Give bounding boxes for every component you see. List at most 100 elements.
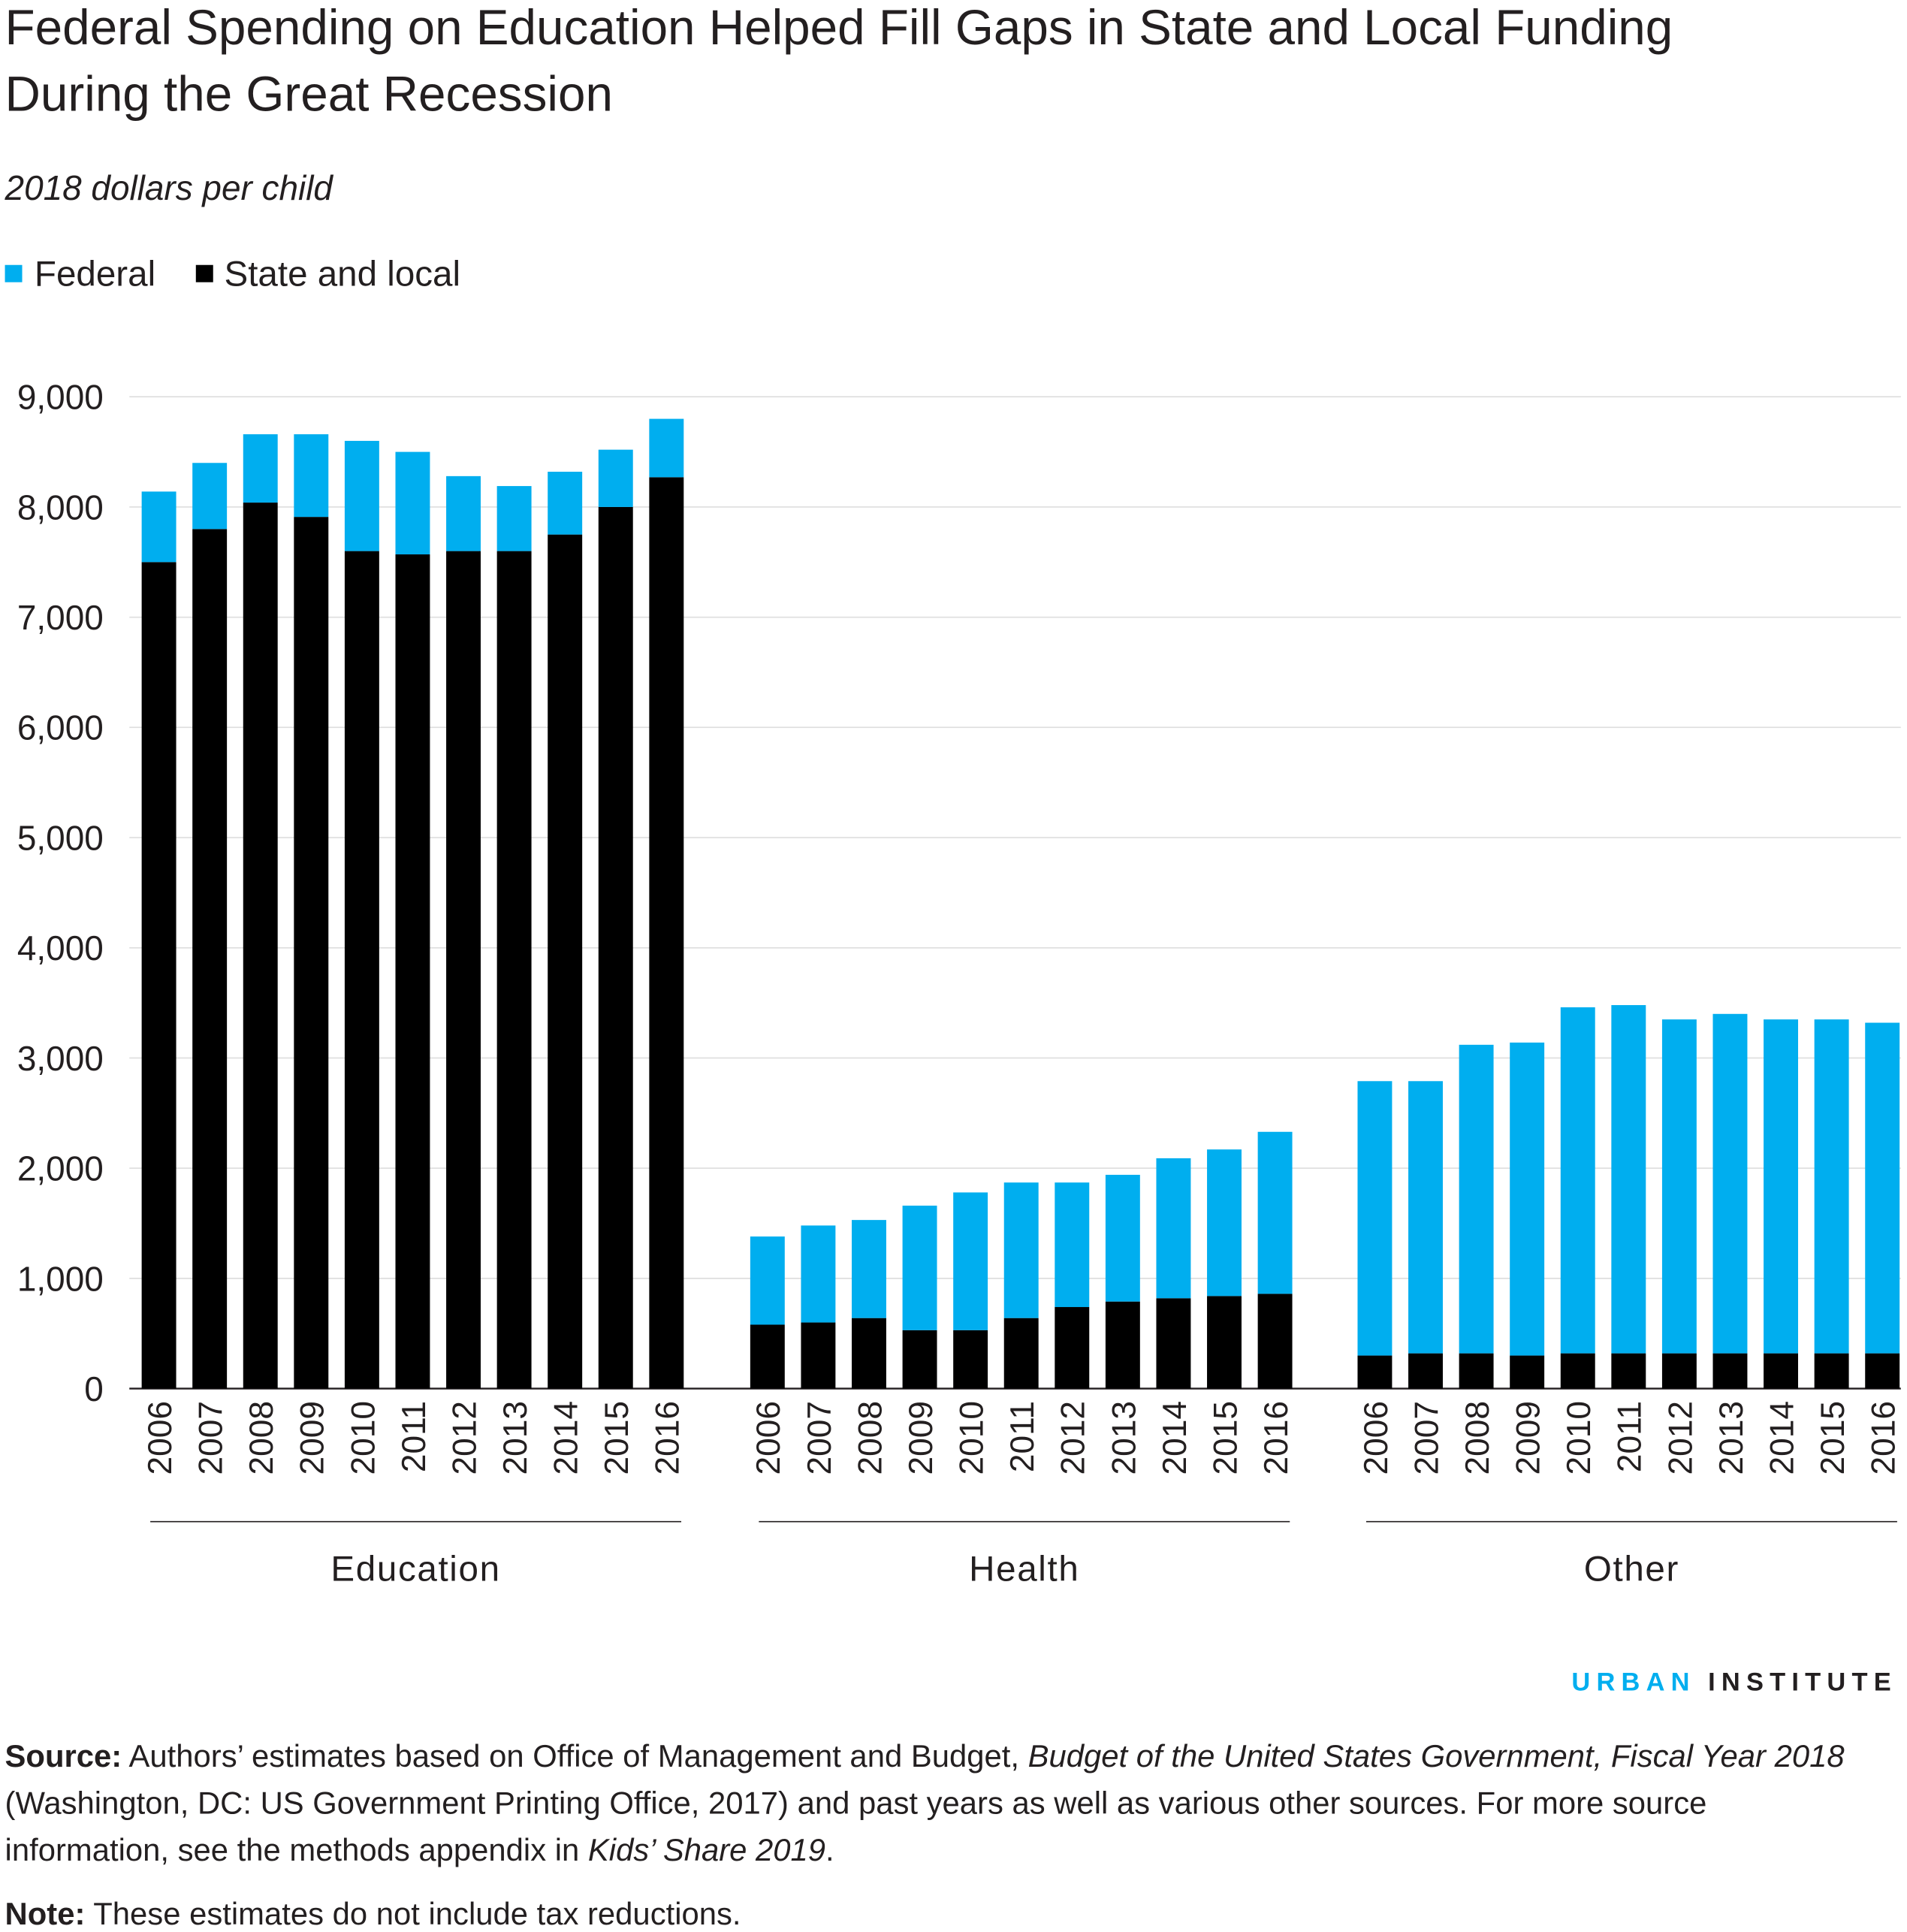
x-tick-label: 2008	[243, 1401, 280, 1475]
bar-federal-education-2014	[548, 471, 583, 535]
bar-federal-education-2011	[395, 451, 430, 555]
chart-subtitle: 2018 dollars per child	[5, 168, 334, 207]
x-tick-label: 2007	[193, 1401, 230, 1475]
bar-state-local-health-2012	[1055, 1307, 1090, 1389]
bar-federal-other-2010	[1560, 1007, 1595, 1354]
bar-state-local-other-2014	[1764, 1353, 1799, 1389]
x-tick-label: 2012	[1662, 1401, 1699, 1475]
chart-title-line1: Federal Spending on Education Helped Fil…	[5, 0, 1673, 55]
bar-federal-other-2016	[1865, 1022, 1900, 1354]
x-tick-label: 2009	[903, 1401, 940, 1475]
source-note: Source: Authors’ estimates based on Offi…	[5, 1738, 1845, 1931]
bar-federal-education-2013	[496, 486, 532, 551]
y-tick-label: 4,000	[17, 928, 104, 968]
bar-state-local-other-2016	[1865, 1353, 1900, 1389]
bar-state-local-health-2009	[902, 1330, 937, 1389]
bar-federal-other-2008	[1459, 1044, 1494, 1354]
x-axis: 2006 2007 2008 2009 2010 2011 2012 2013 2014 2015…	[142, 1401, 1902, 1589]
bar-state-local-health-2015	[1207, 1296, 1242, 1389]
legend-label-federal: Federal	[35, 255, 155, 294]
bar-state-local-health-2011	[1003, 1318, 1039, 1389]
y-tick-label: 0	[84, 1369, 104, 1408]
bar-state-local-education-2011	[395, 554, 430, 1389]
bar-federal-education-2006	[141, 491, 177, 563]
x-tick-label: 2007	[801, 1401, 838, 1475]
bar-state-local-education-2010	[344, 551, 379, 1389]
bar-state-local-education-2013	[496, 551, 532, 1389]
bar-federal-education-2008	[243, 434, 278, 503]
y-tick-label: 3,000	[17, 1039, 104, 1078]
x-tick-label: 2010	[954, 1401, 991, 1475]
x-tick-label: 2006	[1358, 1401, 1395, 1475]
bar-state-local-health-2008	[852, 1318, 886, 1389]
bars	[141, 418, 1900, 1389]
bar-federal-other-2009	[1510, 1042, 1545, 1356]
y-axis: 0 1,000 2,000 3,000 4,000 5,000 6,000 7,000 8,00…	[17, 378, 104, 1408]
group-label-health: Health	[969, 1549, 1079, 1589]
x-tick-label: 2015	[599, 1401, 635, 1475]
bar-state-local-other-2009	[1510, 1355, 1545, 1389]
bar-federal-other-2012	[1661, 1019, 1697, 1354]
bar-state-local-health-2010	[953, 1330, 988, 1389]
x-tick-label: 2008	[1459, 1401, 1496, 1475]
x-tick-label: 2016	[650, 1401, 686, 1475]
bar-state-local-health-2006	[750, 1324, 785, 1389]
x-tick-label: 2009	[1510, 1401, 1547, 1475]
bar-state-local-other-2011	[1611, 1353, 1646, 1389]
svg-text:information, see the methods a: information, see the methods appendix in…	[5, 1832, 834, 1867]
bar-federal-health-2012	[1055, 1182, 1090, 1308]
x-tick-label: 2012	[1055, 1401, 1092, 1475]
bar-federal-other-2014	[1764, 1019, 1799, 1354]
x-tick-label: 2009	[294, 1401, 331, 1475]
legend: Federal State and local	[5, 255, 461, 294]
bar-state-local-other-2006	[1357, 1355, 1393, 1389]
bar-state-local-education-2012	[446, 551, 481, 1389]
group-label-education: Education	[330, 1549, 500, 1589]
bar-federal-education-2007	[192, 463, 228, 530]
x-tick-label: 2014	[548, 1401, 585, 1475]
y-tick-label: 5,000	[17, 818, 104, 857]
x-tick-label: 2013	[1106, 1401, 1142, 1475]
x-tick-label: 2015	[1815, 1401, 1851, 1475]
urban-institute-logo: URBAN INSTITUTE	[1571, 1668, 1896, 1696]
x-tick-label: 2013	[1713, 1401, 1750, 1475]
bar-state-local-other-2012	[1661, 1353, 1697, 1389]
bar-state-local-other-2015	[1814, 1353, 1849, 1389]
bar-federal-health-2014	[1156, 1158, 1191, 1299]
y-tick-label: 6,000	[17, 708, 104, 747]
bar-federal-education-2012	[446, 475, 481, 551]
y-tick-label: 7,000	[17, 598, 104, 637]
legend-label-state-local: State and local	[225, 255, 461, 294]
bar-federal-health-2006	[750, 1236, 785, 1325]
bar-federal-education-2010	[344, 440, 379, 551]
legend-swatch-state-local	[195, 264, 213, 282]
bar-state-local-education-2006	[141, 562, 177, 1389]
bar-state-local-other-2008	[1459, 1353, 1494, 1389]
x-tick-label: 2011	[1004, 1401, 1041, 1472]
bar-state-local-health-2014	[1156, 1298, 1191, 1389]
bar-state-local-other-2010	[1560, 1353, 1595, 1389]
x-tick-label: 2015	[1207, 1401, 1244, 1475]
x-tick-label: 2011	[1612, 1401, 1649, 1472]
bar-federal-health-2013	[1105, 1174, 1140, 1302]
y-tick-label: 1,000	[17, 1259, 104, 1298]
bar-federal-other-2015	[1814, 1019, 1849, 1354]
bar-state-local-other-2013	[1712, 1353, 1748, 1389]
x-tick-label: 2016	[1258, 1401, 1295, 1475]
x-tick-label: 2014	[1157, 1401, 1193, 1475]
bar-state-local-health-2016	[1257, 1294, 1293, 1389]
y-tick-label: 2,000	[17, 1149, 104, 1188]
y-tick-label: 9,000	[17, 378, 104, 417]
bar-state-local-education-2007	[192, 529, 228, 1389]
bar-federal-health-2008	[852, 1220, 886, 1318]
bar-state-local-other-2007	[1408, 1353, 1443, 1389]
bar-federal-education-2009	[294, 434, 329, 518]
bar-federal-health-2010	[953, 1192, 988, 1330]
bar-federal-health-2015	[1207, 1149, 1242, 1297]
group-label-other: Other	[1584, 1549, 1679, 1589]
bar-federal-health-2009	[902, 1206, 937, 1330]
svg-text:(Washington, DC: US Government: (Washington, DC: US Government Printing …	[5, 1785, 1707, 1820]
legend-swatch-federal	[5, 264, 23, 282]
svg-text:Note: These estimates do not i: Note: These estimates do not include tax…	[5, 1896, 741, 1931]
